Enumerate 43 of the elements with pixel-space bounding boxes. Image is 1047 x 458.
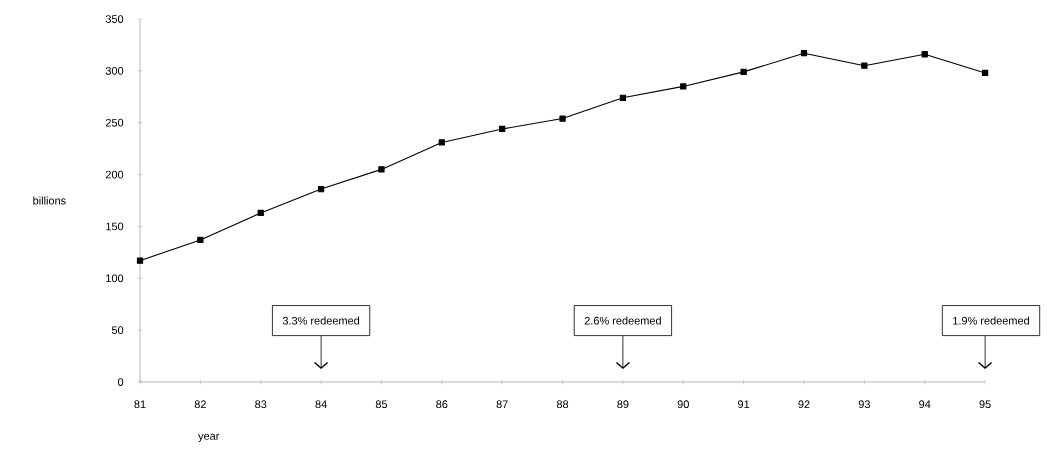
y-tick-label: 150 <box>106 222 124 231</box>
point <box>317 185 325 193</box>
point <box>981 69 989 77</box>
x-tick-label: 83 <box>255 400 267 409</box>
x-tick-label: 92 <box>798 400 810 409</box>
x-tick-label: 84 <box>315 400 327 409</box>
y-axis-title: billions <box>33 196 66 205</box>
point <box>800 50 808 57</box>
point <box>740 68 747 76</box>
x-tick-label: 89 <box>617 400 629 409</box>
point <box>861 62 868 69</box>
x-tick-label: 88 <box>556 400 569 409</box>
annotation: 2.6% redeemed <box>584 316 661 325</box>
point <box>499 125 506 133</box>
x-axis-title: year <box>198 433 220 443</box>
point <box>136 257 144 264</box>
point <box>378 166 385 173</box>
y-tick-label: 300 <box>105 66 124 75</box>
point <box>921 51 928 58</box>
x-tick-label: 87 <box>496 400 508 409</box>
x-tick-label: 82 <box>194 400 206 409</box>
point <box>559 115 566 122</box>
x-tick-label: 94 <box>919 400 931 409</box>
annotation: 3.3% redeemed <box>282 316 360 325</box>
point <box>619 94 627 101</box>
y-tick-label: 250 <box>105 118 124 127</box>
y-tick-label: 100 <box>106 274 124 283</box>
point <box>197 236 204 244</box>
point <box>257 209 264 217</box>
y-tick-label: 50 <box>111 326 124 335</box>
x-tick-label: 90 <box>677 400 689 409</box>
y-tick-label: 0 <box>117 378 124 386</box>
point <box>438 139 445 146</box>
x-tick-label: 85 <box>375 400 388 409</box>
point <box>680 83 687 90</box>
x-tick-label: 81 <box>134 400 146 409</box>
x-tick-label: 93 <box>858 400 870 409</box>
y-tick-label: 350 <box>105 15 124 23</box>
x-tick-label: 95 <box>979 400 991 409</box>
x-tick-label: 91 <box>738 400 750 409</box>
annotation: 1.9% redeemed <box>953 316 1029 325</box>
y-tick-label: 200 <box>105 170 124 179</box>
x-tick-label: 86 <box>436 400 448 409</box>
